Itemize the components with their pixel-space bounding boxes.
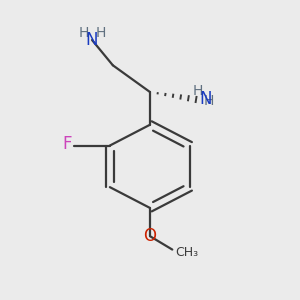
Text: N: N [200,91,212,109]
Text: H: H [192,84,203,98]
Text: H: H [203,94,214,108]
Text: H: H [95,26,106,40]
Text: O: O [143,227,157,245]
Text: H: H [79,26,89,40]
Text: N: N [86,31,98,49]
Text: CH₃: CH₃ [175,246,198,259]
Text: F: F [62,135,72,153]
